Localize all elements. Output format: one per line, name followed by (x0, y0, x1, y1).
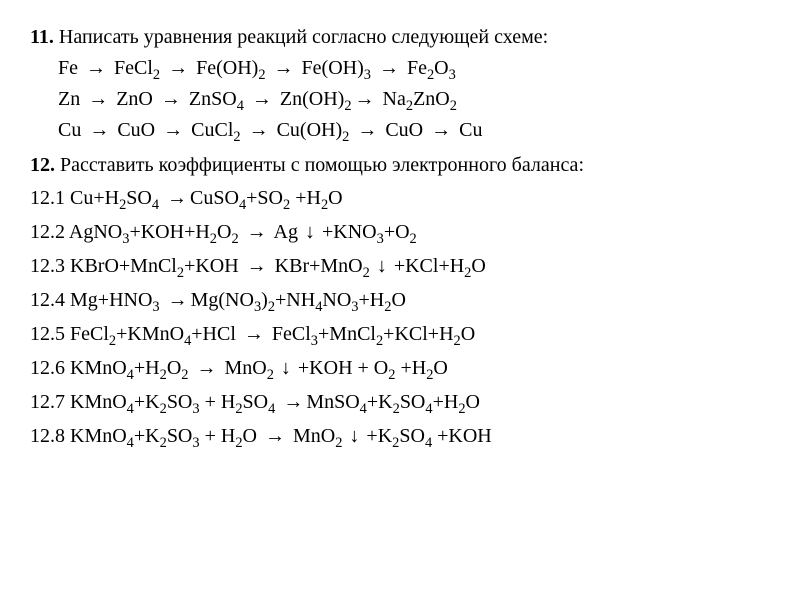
equation-line: 12.2 AgNO3+KOH+H2O2 → Ag ↓ +KNO3+O2 (30, 215, 770, 249)
equation-line: 12.6 KMnO4+H2O2 → MnO2 ↓ +KOH + O2 +H2O (30, 351, 770, 385)
task11-chain: Fe → FeCl2 → Fe(OH)2 → Fe(OH)3 → Fe2O3 (30, 53, 770, 84)
page: 11. Написать уравнения реакций согласно … (0, 0, 800, 463)
eq-body: Cu+H2SO4 →CuSO4+SO2 +H2O (70, 187, 343, 209)
eq-number: 12.6 (30, 357, 65, 379)
eq-body: KBrO+MnCl2+KOH → KBr+MnO2 ↓ +KCl+H2O (70, 255, 486, 277)
eq-number: 12.3 (30, 255, 65, 277)
eq-number: 12.2 (30, 221, 65, 243)
task11-heading: 11. Написать уравнения реакций согласно … (30, 22, 770, 53)
eq-number: 12.5 (30, 323, 65, 345)
task12-title: Расставить коэффициенты с помощью электр… (60, 154, 584, 176)
equation-line: 12.7 KMnO4+K2SO3 + H2SO4 →MnSO4+K2SO4+H2… (30, 385, 770, 419)
eq-number: 12.4 (30, 289, 65, 311)
task12-heading: 12. Расставить коэффициенты с помощью эл… (30, 150, 770, 181)
task11-chain: Zn → ZnO → ZnSO4 → Zn(OH)2→ Na2ZnO2 (30, 84, 770, 115)
eq-body: KMnO4+K2SO3 + H2SO4 →MnSO4+K2SO4+H2O (70, 391, 480, 413)
eq-number: 12.8 (30, 425, 65, 447)
eq-body: Mg+HNO3 →Mg(NO3)2+NH4NO3+H2O (70, 289, 406, 311)
task11-title: Написать уравнения реакций согласно след… (59, 26, 548, 48)
equation-line: 12.8 KMnO4+K2SO3 + H2O → MnO2 ↓ +K2SO4 +… (30, 419, 770, 453)
equation-line: 12.5 FeCl2+KMnO4+HCl → FeCl3+MnCl2+KCl+H… (30, 317, 770, 351)
eq-number: 12.7 (30, 391, 65, 413)
equation-line: 12.1 Cu+H2SO4 →CuSO4+SO2 +H2O (30, 181, 770, 215)
eq-body: AgNO3+KOH+H2O2 → Ag ↓ +KNO3+O2 (69, 221, 417, 243)
task11-number: 11. (30, 26, 54, 48)
eq-body: FeCl2+KMnO4+HCl → FeCl3+MnCl2+KCl+H2O (70, 323, 475, 345)
eq-body: KMnO4+K2SO3 + H2O → MnO2 ↓ +K2SO4 +KOH (70, 425, 492, 447)
equation-line: 12.4 Mg+HNO3 →Mg(NO3)2+NH4NO3+H2O (30, 283, 770, 317)
equation-line: 12.3 KBrO+MnCl2+KOH → KBr+MnO2 ↓ +KCl+H2… (30, 249, 770, 283)
eq-number: 12.1 (30, 187, 65, 209)
task12-number: 12. (30, 154, 55, 176)
eq-body: KMnO4+H2O2 → MnO2 ↓ +KOH + O2 +H2O (70, 357, 448, 379)
task11-chain: Cu → CuO → CuCl2 → Cu(OH)2 → CuO → Cu (30, 115, 770, 146)
task12-equations: 12.1 Cu+H2SO4 →CuSO4+SO2 +H2O 12.2 AgNO3… (30, 181, 770, 453)
